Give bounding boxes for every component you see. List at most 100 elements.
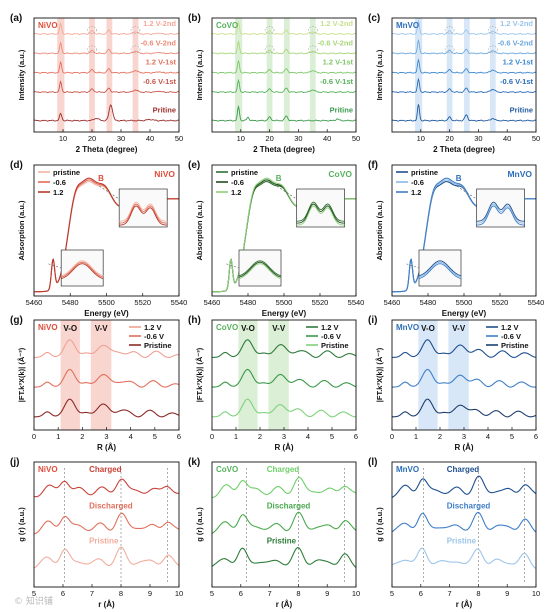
legend-label: -0.6 (231, 178, 244, 187)
panel-label: (j) (10, 457, 19, 468)
annotation-label: V-O (241, 324, 255, 333)
x-tick-label: 5 (153, 432, 157, 441)
series-line-1-2-v-2nd (212, 20, 356, 35)
x-tick-label: 5480 (240, 298, 257, 307)
x-tick-label: 10 (532, 589, 540, 598)
x-tick-label: 5540 (171, 298, 188, 307)
inset-line (418, 263, 462, 280)
series-label: Charged (89, 465, 122, 474)
chart-title: NiVO (154, 169, 175, 179)
x-tick-label: 5460 (384, 298, 401, 307)
x-tick-label: 0 (390, 432, 394, 441)
highlight-band (309, 18, 316, 132)
x-tick-label: 10 (237, 134, 245, 143)
x-tick-label: 5520 (134, 298, 151, 307)
series-line-0-6-v-1st (392, 77, 536, 94)
y-axis-label: Absorption (a.u.) (375, 200, 384, 260)
chart-panel-k: 5 6 7 8 9 10 r (Å) g (r) (a.u.) (k) CoVO Charged Di… (188, 457, 360, 609)
series-line-1-2-v-2nd (34, 22, 179, 35)
chart-title: CoVO (216, 21, 238, 30)
x-axis-label: 2 Theta (degree) (433, 145, 495, 154)
x-axis-label: 2 Theta (degree) (76, 145, 138, 154)
highlight-band (60, 320, 80, 430)
series-label: Pristine (89, 536, 119, 545)
inset-line (476, 205, 525, 226)
x-tick-label: 5540 (348, 298, 365, 307)
x-tick-label: 6 (419, 589, 423, 598)
x-tick-label: 4 (129, 432, 133, 441)
x-tick-label: 6 (239, 589, 243, 598)
inset-line (119, 201, 168, 222)
inset-box (476, 188, 525, 228)
x-axis-label: r (Å) (98, 600, 115, 609)
panel-label: (i) (368, 315, 377, 326)
annotation-label: V-V (95, 324, 109, 333)
series-line-pristine (212, 398, 356, 418)
x-tick-label: 10 (417, 134, 425, 143)
series-label: 1.2 V-2nd (320, 19, 353, 28)
x-tick-label: 1 (234, 432, 238, 441)
legend-label: 1.2 V (144, 323, 162, 332)
series-line-1-2-v (392, 339, 536, 358)
x-tick-label: 20 (265, 134, 273, 143)
series-line-pritine (34, 104, 179, 122)
x-tick-label: 5540 (528, 298, 545, 307)
x-tick-label: 8 (119, 589, 123, 598)
x-axis-label: Energy (eV) (84, 309, 129, 318)
inset-line (296, 205, 345, 226)
panel-label: (k) (188, 457, 200, 468)
inset-line (296, 203, 345, 224)
series-line-charged (212, 476, 356, 499)
x-tick-label: 6 (534, 432, 538, 441)
peak-marker (130, 26, 141, 34)
chart-title: CoVO (328, 169, 352, 179)
chart-panel-a: 10 20 30 40 50 2 Theta (degree) Intensity (a.u… (10, 13, 183, 154)
legend-label: Pristine (144, 341, 172, 350)
series-line-0-6-v-2nd (392, 38, 536, 55)
x-tick-label: 5 (32, 589, 36, 598)
x-tick-label: 9 (325, 589, 329, 598)
panel-label: (a) (10, 13, 22, 24)
chart-title: NiVO (38, 21, 58, 30)
x-tick-label: 8 (476, 589, 480, 598)
x-tick-label: 30 (474, 134, 482, 143)
x-axis-label: Energy (eV) (262, 309, 307, 318)
panel-label: (h) (188, 315, 201, 326)
inset-line (238, 260, 282, 277)
x-tick-label: 5460 (26, 298, 43, 307)
highlight-band (266, 18, 273, 132)
series-line-charged (34, 478, 179, 498)
series-line-1-2-v-1st (212, 59, 356, 74)
legend-label: 1.2 (53, 188, 63, 197)
peak-marker (87, 26, 97, 34)
series-line-pristine (34, 398, 179, 418)
series-label: -0.6 V-1st (143, 77, 176, 86)
chart-panel-h: 0 1 2 3 4 5 6 R (Å) |FT.k³X(k)| (Å⁻³) (h) CoVO 1.2 … (188, 315, 358, 452)
inset-line (238, 261, 282, 278)
x-tick-label: 8 (296, 589, 300, 598)
x-axis-label: 2 Theta (degree) (253, 145, 315, 154)
series-line-1-2-v-1st (34, 60, 179, 74)
series-line-charged (392, 475, 536, 498)
inset-box (418, 249, 462, 287)
series-line-pritine (392, 104, 536, 122)
x-tick-label: 5500 (98, 298, 115, 307)
panel-label: (e) (188, 160, 200, 171)
x-tick-label: 5 (510, 432, 514, 441)
x-tick-label: 50 (532, 134, 540, 143)
x-tick-label: 7 (90, 589, 94, 598)
chart-panel-e: 5460 5480 5500 5520 5540 Energy (eV) Absorptio… (188, 160, 364, 318)
x-axis-label: r (Å) (456, 600, 473, 609)
peak-marker (308, 26, 318, 34)
chart-title: CoVO (216, 323, 238, 332)
series-line-1-2-v (34, 339, 179, 358)
chart-panel-j: 5 6 7 8 9 10 r (Å) g (r) (a.u.) (j) NiVO Charged Di… (10, 457, 183, 609)
x-tick-label: 5 (210, 589, 214, 598)
y-axis-label: |FT.k³X(k)| (Å⁻³) (375, 347, 384, 402)
chart-title: MnVO (396, 21, 419, 30)
y-axis-label: |FT.k³X(k)| (Å⁻³) (17, 347, 26, 402)
inset-line (61, 261, 104, 278)
series-line-0-6-v-2nd (34, 41, 179, 55)
chart-panel-l: 5 6 7 8 9 10 r (Å) g (r) (a.u.) (l) MnVO Charged Di… (368, 457, 540, 609)
